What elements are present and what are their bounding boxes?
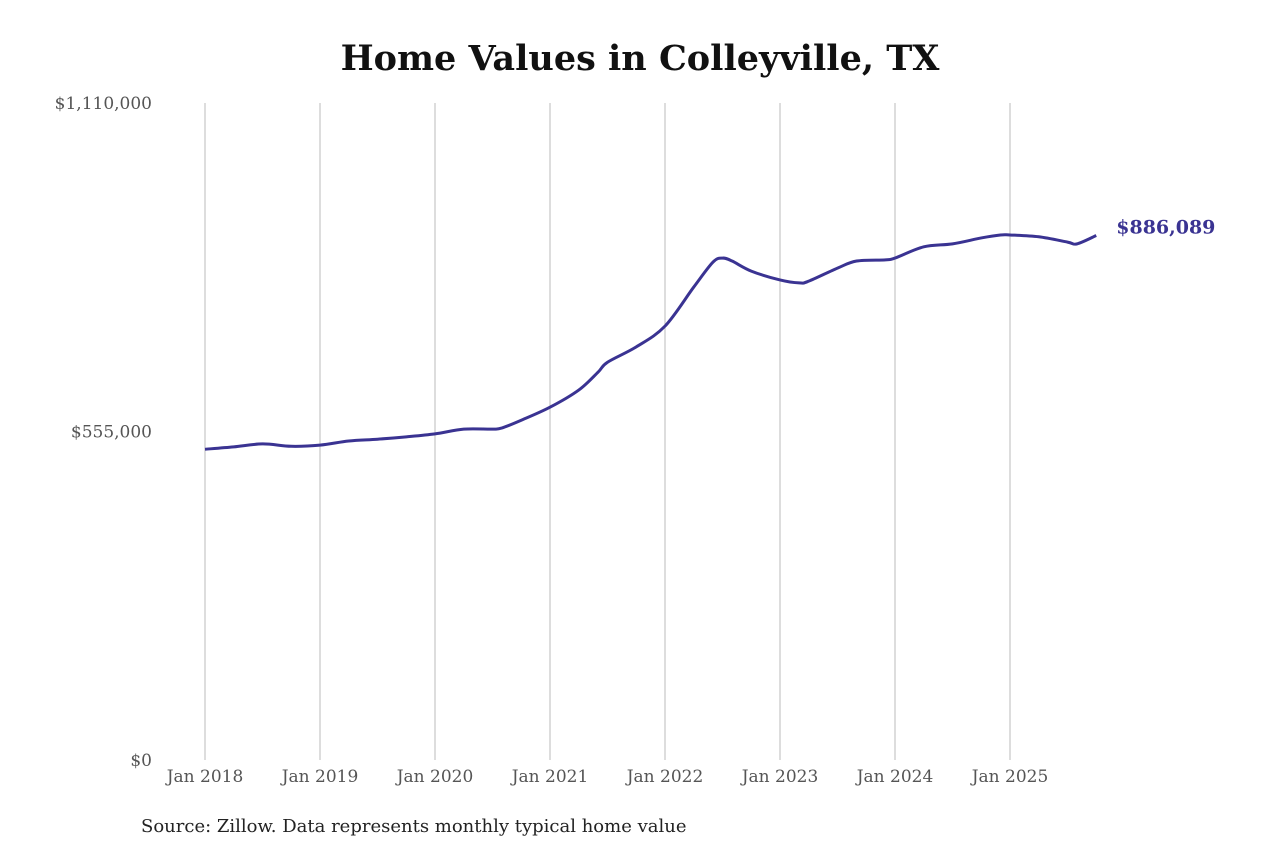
chart-title: Home Values in Colleyville, TX <box>340 38 940 79</box>
x-tick-label: Jan 2023 <box>740 767 819 787</box>
x-tick-label: Jan 2021 <box>510 767 589 787</box>
x-tick-label: Jan 2022 <box>625 767 704 787</box>
x-tick-label: Jan 2025 <box>970 767 1049 787</box>
x-tick-label: Jan 2019 <box>280 767 359 787</box>
y-tick-label: $1,110,000 <box>55 94 152 114</box>
x-tick-label: Jan 2020 <box>395 767 474 787</box>
y-tick-label: $0 <box>130 751 152 771</box>
y-tick-label: $555,000 <box>71 423 152 443</box>
series-line <box>204 233 1097 451</box>
end-value-label: $886,089 <box>1116 217 1215 239</box>
x-tick-label: Jan 2024 <box>855 767 934 787</box>
source-note: Source: Zillow. Data represents monthly … <box>141 816 687 837</box>
x-tick-label: Jan 2018 <box>165 767 244 787</box>
